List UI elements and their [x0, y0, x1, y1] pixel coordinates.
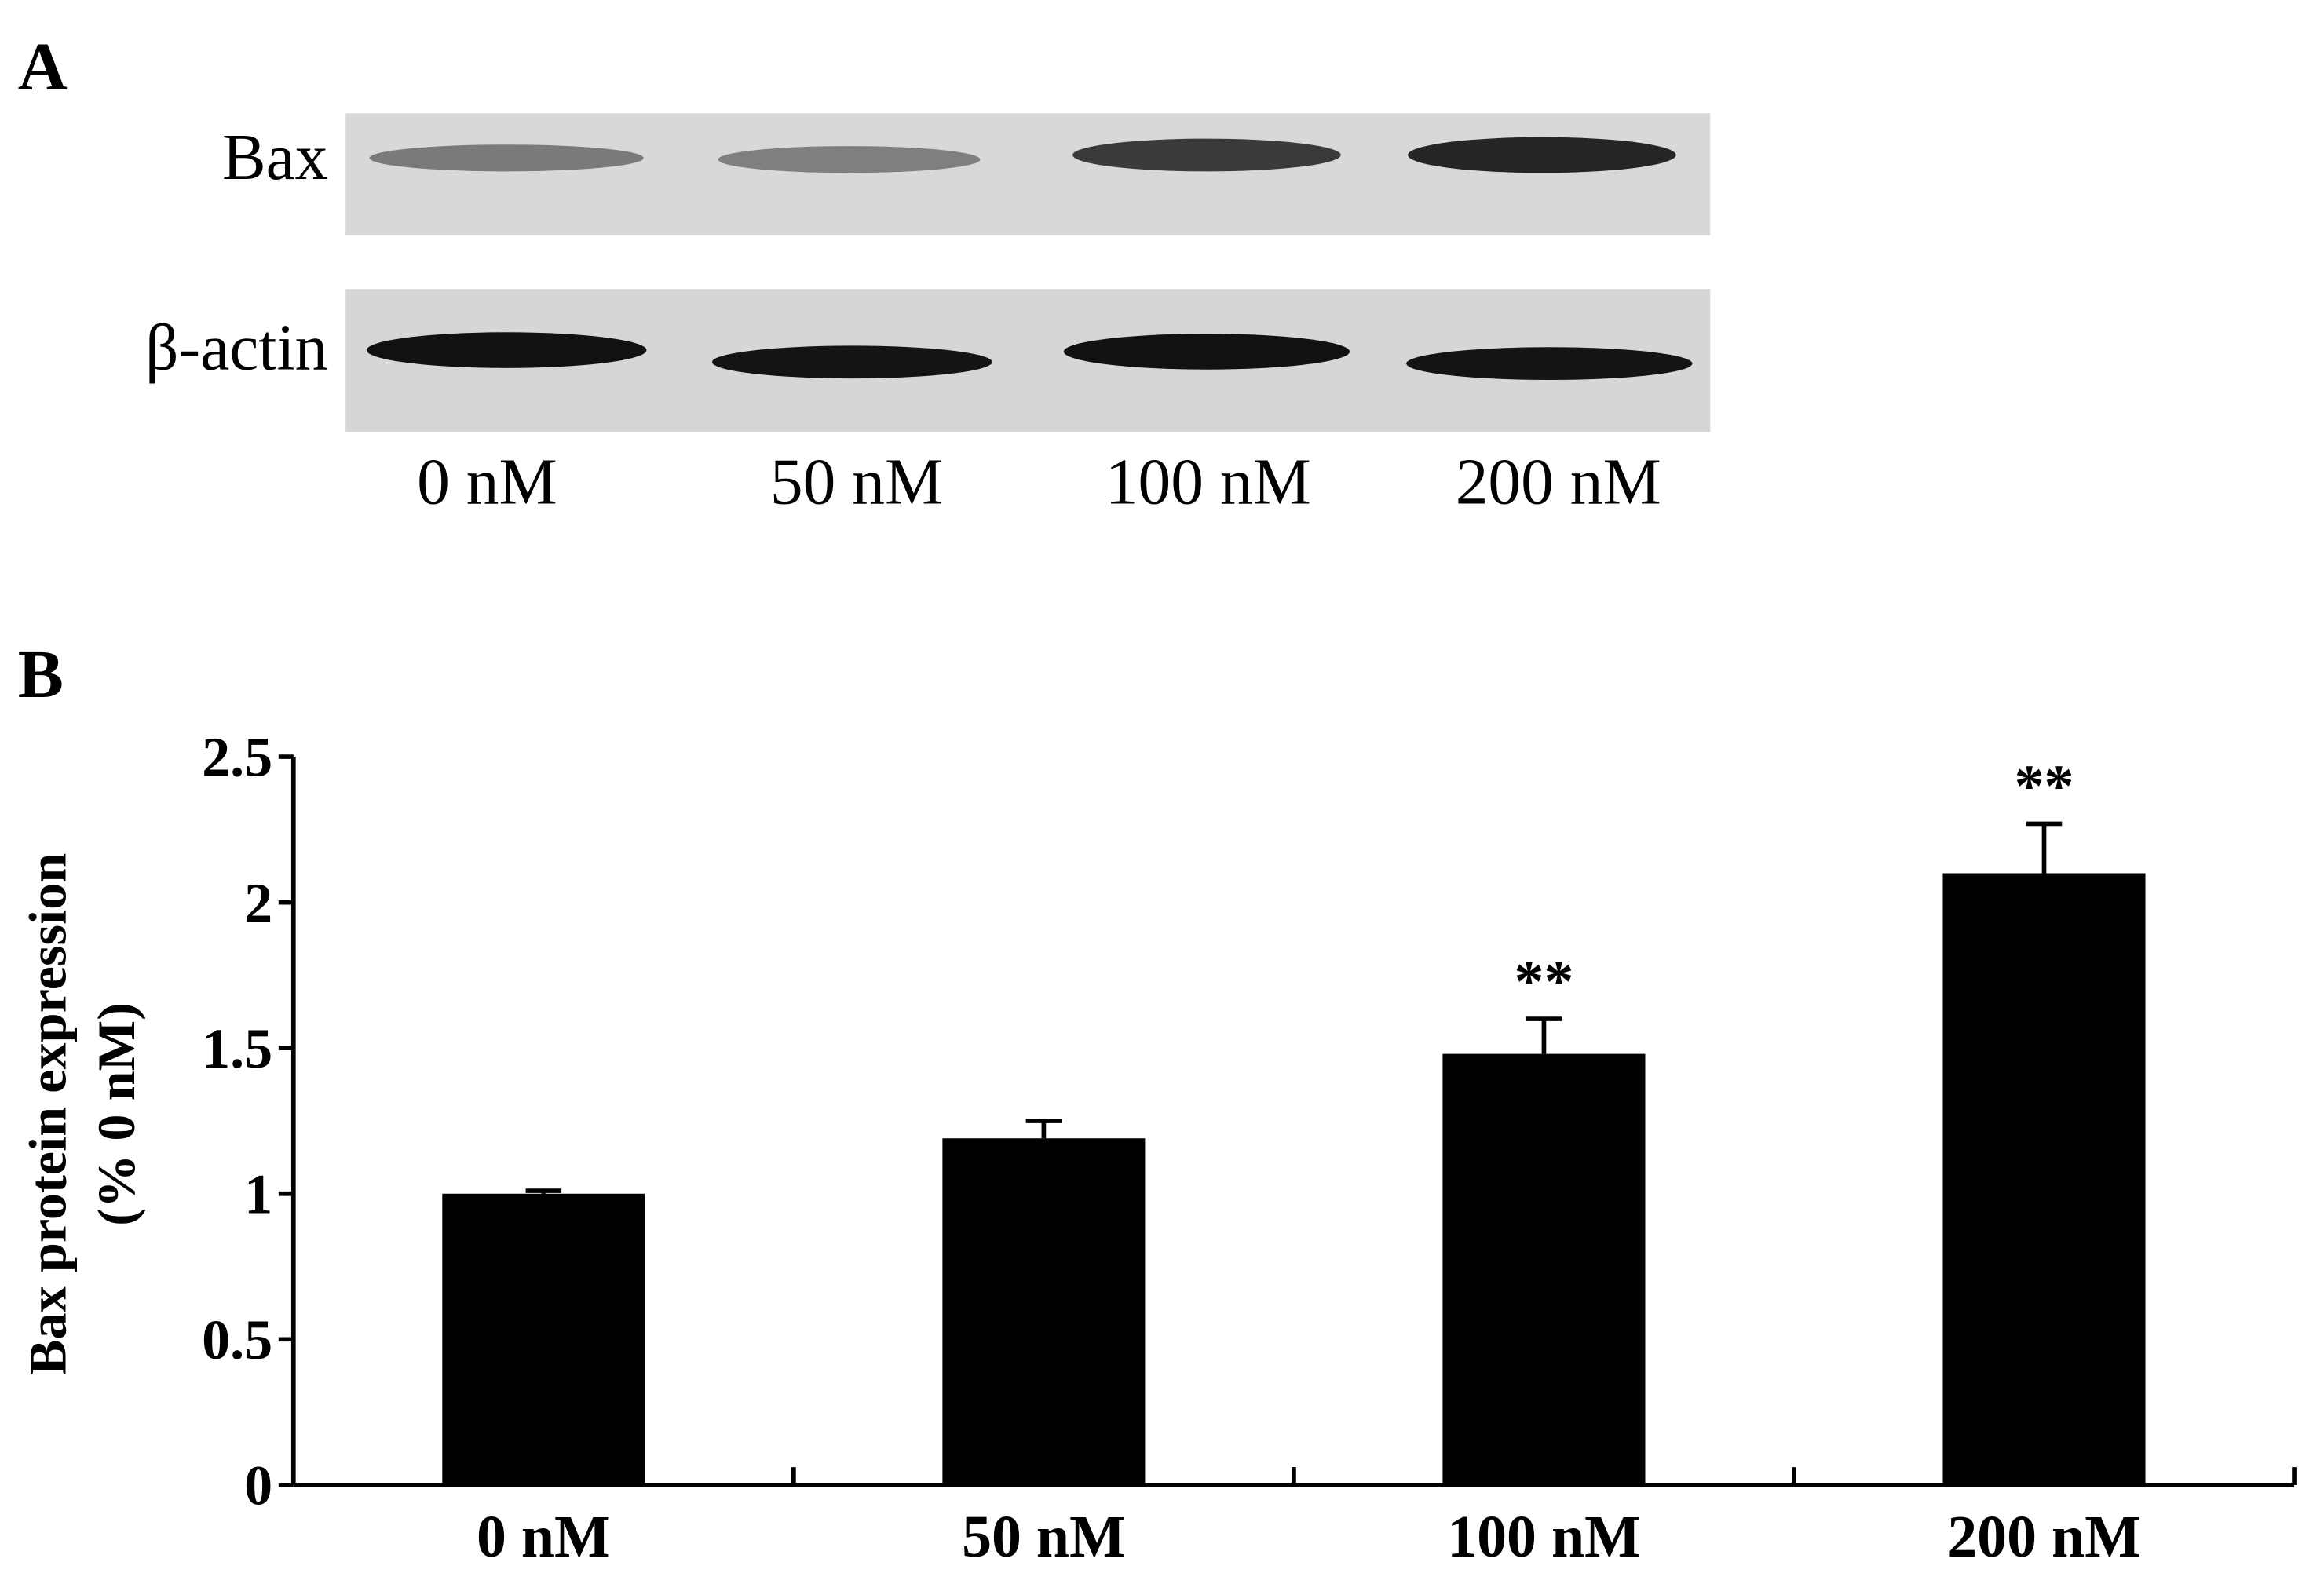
- blot-lane-label: 50 nM: [770, 446, 943, 518]
- y-tick-label: 0.5: [202, 1308, 272, 1371]
- panel-label: A: [18, 28, 68, 104]
- error-bar: [1025, 1119, 1062, 1139]
- error-bar: [2026, 821, 2063, 874]
- blot-lane-label: 0 nM: [417, 446, 557, 518]
- blot-band: [1063, 334, 1350, 370]
- blot-strip: [345, 113, 1711, 235]
- y-axis-title: (% 0 nM): [86, 1002, 146, 1226]
- blot-band: [366, 332, 647, 368]
- blot-band: [1406, 347, 1693, 380]
- panel-label: B: [18, 636, 64, 712]
- blot-row-label: Bax: [222, 122, 327, 194]
- x-tick-label: 50 nM: [962, 1504, 1126, 1570]
- y-tick-label: 2.5: [202, 726, 272, 789]
- error-bar: [525, 1188, 562, 1194]
- bar: [442, 1193, 645, 1485]
- bar: [1442, 1053, 1646, 1485]
- y-tick-label: 1: [244, 1162, 272, 1225]
- x-tick-label: 200 nM: [1947, 1504, 2141, 1570]
- bar: [942, 1138, 1146, 1485]
- x-tick-label: 100 nM: [1447, 1504, 1641, 1570]
- y-tick-label: 0: [244, 1454, 272, 1517]
- y-tick-label: 1.5: [202, 1017, 272, 1080]
- blot-band: [1408, 137, 1676, 173]
- blot-lane-label: 200 nM: [1456, 446, 1661, 518]
- significance-label: **: [1515, 948, 1574, 1014]
- blot-band: [1072, 138, 1341, 172]
- blot-lane-label: 100 nM: [1105, 446, 1311, 518]
- y-axis-title: Bax protein expression: [17, 853, 77, 1375]
- bar: [1942, 873, 2146, 1485]
- y-tick-label: 2: [244, 871, 272, 934]
- blot-row-label: β-actin: [145, 312, 327, 385]
- western-blot: [345, 113, 1711, 432]
- significance-label: **: [2015, 754, 2074, 819]
- x-tick-label: 0 nM: [477, 1504, 611, 1570]
- error-bar: [1526, 1016, 1562, 1054]
- blot-band: [711, 345, 992, 379]
- blot-band: [369, 144, 644, 172]
- blot-band: [718, 146, 981, 173]
